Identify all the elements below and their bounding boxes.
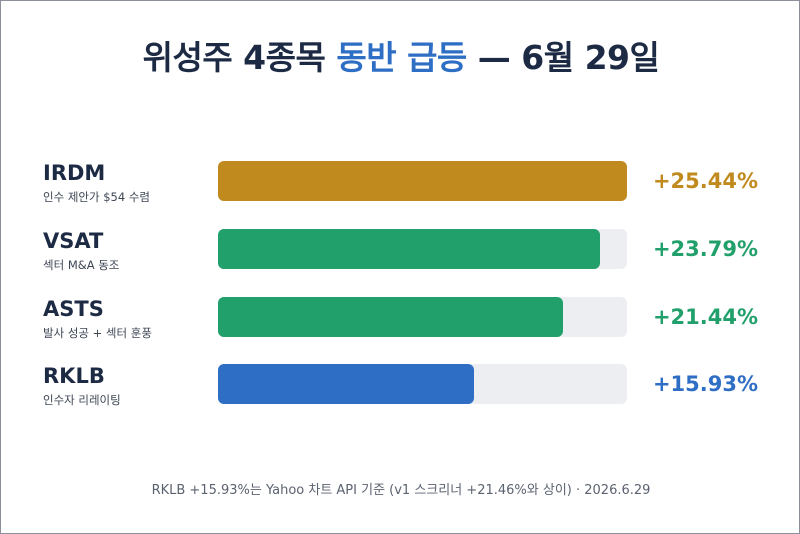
ticker-label: VSAT	[43, 229, 104, 253]
bar	[218, 229, 600, 269]
ticker-note: 발사 성공 + 섹터 훈풍	[43, 326, 152, 340]
value-label: +15.93%	[652, 372, 758, 396]
bar	[218, 297, 563, 337]
title-highlight: 동반 급등	[336, 38, 467, 77]
bar-track	[218, 297, 627, 337]
bar-track	[218, 161, 627, 201]
value-label: +21.44%	[652, 305, 758, 329]
bar-track	[218, 229, 627, 269]
value-label: +23.79%	[652, 237, 758, 261]
ticker-label: RKLB	[43, 364, 105, 388]
bar-row-asts: ASTS 발사 성공 + 섹터 훈풍 +21.44%	[1, 297, 800, 357]
bar	[218, 161, 627, 201]
ticker-label: IRDM	[43, 161, 106, 185]
value-label: +25.44%	[652, 169, 758, 193]
title-prefix: 위성주 4종목	[142, 38, 337, 77]
bar	[218, 364, 474, 404]
bar-track	[218, 364, 627, 404]
chart-title: 위성주 4종목 동반 급등 — 6월 29일	[1, 31, 800, 79]
ticker-note: 섹터 M&A 동조	[43, 258, 120, 272]
bar-row-irdm: IRDM 인수 제안가 $54 수렴 +25.44%	[1, 161, 800, 221]
ticker-note: 인수자 리레이팅	[43, 393, 121, 407]
title-suffix: — 6월 29일	[466, 38, 660, 77]
ticker-note: 인수 제안가 $54 수렴	[43, 190, 150, 204]
ticker-label: ASTS	[43, 297, 104, 321]
bar-row-rklb: RKLB 인수자 리레이팅 +15.93%	[1, 364, 800, 424]
bar-row-vsat: VSAT 섹터 M&A 동조 +23.79%	[1, 229, 800, 289]
footnote: RKLB +15.93%는 Yahoo 차트 API 기준 (v1 스크리너 +…	[151, 483, 651, 498]
